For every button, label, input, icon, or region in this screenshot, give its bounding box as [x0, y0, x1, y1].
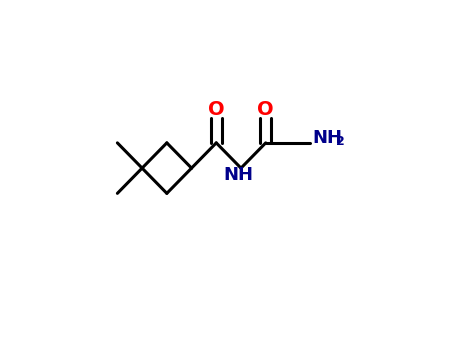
- Text: NH: NH: [313, 129, 343, 147]
- Text: 2: 2: [336, 135, 344, 148]
- Text: O: O: [208, 100, 225, 119]
- Text: NH: NH: [224, 166, 254, 184]
- Text: O: O: [258, 100, 274, 119]
